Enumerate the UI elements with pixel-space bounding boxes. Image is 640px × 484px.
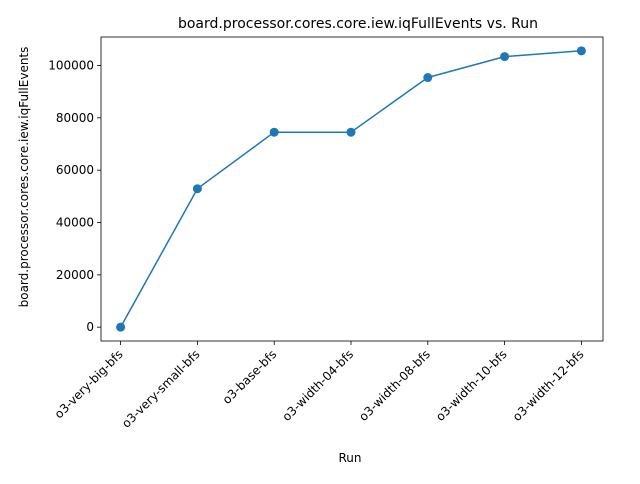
y-tick-label: 60000 xyxy=(56,163,94,177)
y-tick-label: 100000 xyxy=(48,58,94,72)
y-tick-label: 80000 xyxy=(56,111,94,125)
data-point xyxy=(423,73,433,83)
y-axis-label: board.processor.cores.core.iew.iqFullEve… xyxy=(17,47,31,308)
y-tick-label: 0 xyxy=(86,320,94,334)
data-point xyxy=(269,127,279,137)
data-point xyxy=(500,52,510,62)
data-point xyxy=(576,46,586,56)
x-axis-label: Run xyxy=(338,451,361,465)
data-point xyxy=(116,322,126,332)
plot-frame xyxy=(100,36,604,342)
data-point xyxy=(346,127,356,137)
y-tick-label: 40000 xyxy=(56,215,94,229)
data-point xyxy=(192,184,202,194)
y-tick-label: 20000 xyxy=(56,268,94,282)
chart-title: board.processor.cores.core.iew.iqFullEve… xyxy=(178,16,538,32)
